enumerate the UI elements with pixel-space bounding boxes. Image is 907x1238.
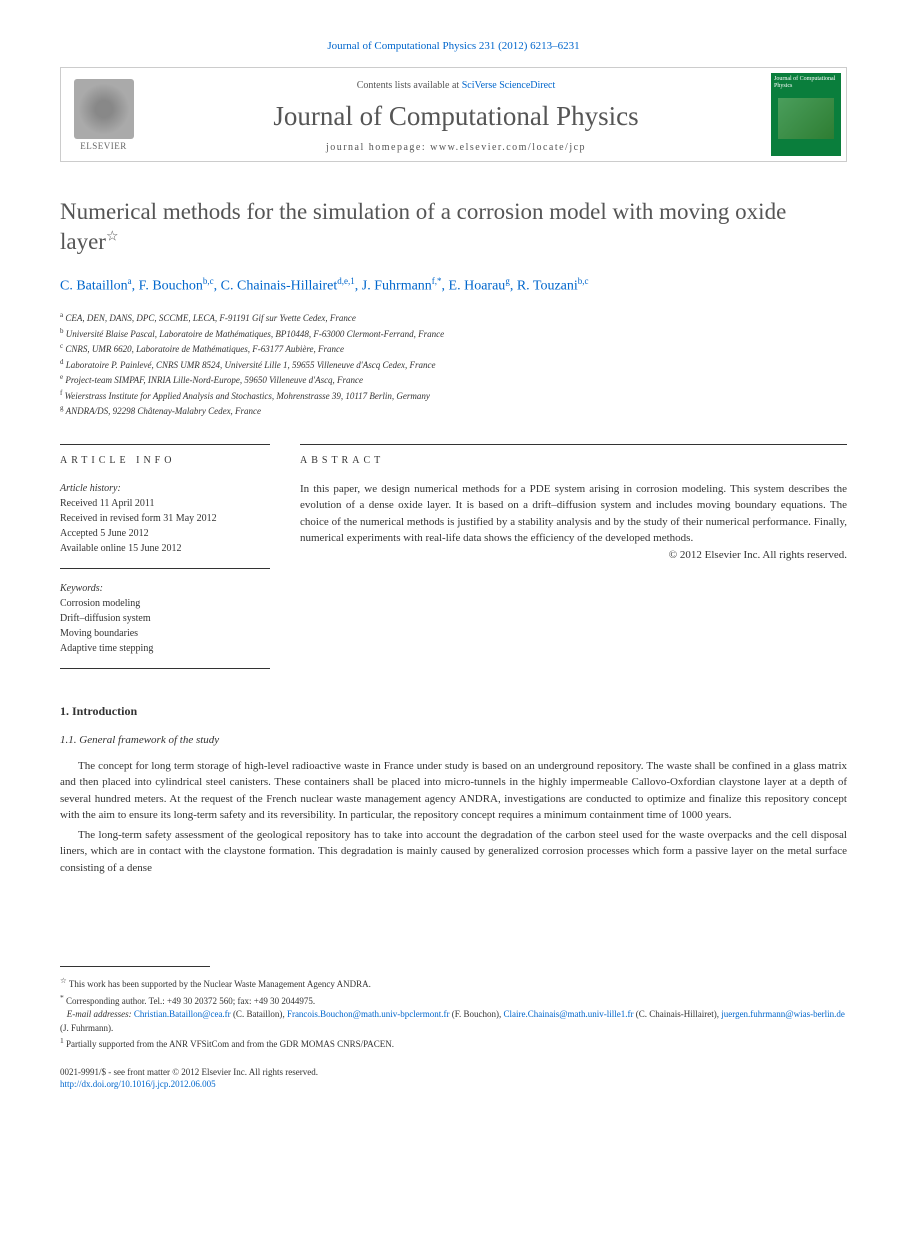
contents-prefix: Contents lists available at <box>357 80 462 91</box>
section-1-heading: 1. Introduction <box>60 704 847 719</box>
cover-title: Journal of Computational Physics <box>771 73 841 92</box>
article-info-label: ARTICLE INFO <box>60 444 270 466</box>
author-0-sup: a <box>128 276 132 286</box>
author-3[interactable]: J. Fuhrmann <box>362 278 432 293</box>
elsevier-tree-icon <box>74 79 134 139</box>
affiliation-a: a CEA, DEN, DANS, DPC, SCCME, LECA, F-91… <box>60 310 847 326</box>
author-5-sup: b,c <box>578 276 589 286</box>
affiliation-e: e Project-team SIMPAF, INRIA Lille-Nord-… <box>60 372 847 388</box>
affiliation-c: c CNRS, UMR 6620, Laboratoire de Mathéma… <box>60 341 847 357</box>
author-4-sup: g <box>505 276 510 286</box>
info-abstract-row: ARTICLE INFO Article history: Received 1… <box>60 444 847 669</box>
body-paragraph-2: The long-term safety assessment of the g… <box>60 827 847 877</box>
author-2-sup: d,e,1 <box>337 276 355 286</box>
sciverse-link[interactable]: SciVerse ScienceDirect <box>462 80 556 91</box>
author-0[interactable]: C. Bataillon <box>60 278 128 293</box>
bottom-meta: 0021-9991/$ - see front matter © 2012 El… <box>60 1066 847 1091</box>
elsevier-logo: ELSEVIER <box>61 68 146 161</box>
journal-cover-thumbnail: Journal of Computational Physics <box>771 73 841 156</box>
cover-image-icon <box>778 98 834 140</box>
email-link-2[interactable]: Claire.Chainais@math.univ-lille1.fr <box>503 1009 633 1019</box>
header-center: Contents lists available at SciVerse Sci… <box>146 68 766 161</box>
keyword-3: Adaptive time stepping <box>60 641 270 656</box>
author-1[interactable]: F. Bouchon <box>139 278 203 293</box>
footnote-emails: E-mail addresses: Christian.Bataillon@ce… <box>60 1008 847 1035</box>
email-link-0[interactable]: Christian.Bataillon@cea.fr <box>134 1009 231 1019</box>
abstract-text: In this paper, we design numerical metho… <box>300 481 847 547</box>
publisher-name: ELSEVIER <box>80 141 127 151</box>
author-3-sup: f,* <box>432 276 442 286</box>
keyword-2: Moving boundaries <box>60 626 270 641</box>
received-date: Received 11 April 2011 <box>60 496 270 511</box>
affiliation-f: f Weierstrass Institute for Applied Anal… <box>60 388 847 404</box>
affiliation-b: b Université Blaise Pascal, Laboratoire … <box>60 326 847 342</box>
footnotes-block: ☆ This work has been supported by the Nu… <box>60 975 847 1052</box>
article-info-column: ARTICLE INFO Article history: Received 1… <box>60 444 270 669</box>
doi-link[interactable]: http://dx.doi.org/10.1016/j.jcp.2012.06.… <box>60 1078 847 1091</box>
contents-available: Contents lists available at SciVerse Sci… <box>146 80 766 91</box>
author-1-sup: b,c <box>203 276 214 286</box>
author-2[interactable]: C. Chainais-Hillairet <box>221 278 338 293</box>
keyword-1: Drift–diffusion system <box>60 611 270 626</box>
email-link-3[interactable]: juergen.fuhrmann@wias-berlin.de <box>721 1009 845 1019</box>
subsection-1-1-heading: 1.1. General framework of the study <box>60 734 847 746</box>
keyword-0: Corrosion modeling <box>60 596 270 611</box>
online-date: Available online 15 June 2012 <box>60 541 270 556</box>
journal-title: Journal of Computational Physics <box>146 101 766 132</box>
issn-line: 0021-9991/$ - see front matter © 2012 El… <box>60 1066 847 1079</box>
abstract-copyright: © 2012 Elsevier Inc. All rights reserved… <box>300 549 847 561</box>
body-paragraph-1: The concept for long term storage of hig… <box>60 758 847 824</box>
author-5[interactable]: R. Touzani <box>517 278 578 293</box>
title-text: Numerical methods for the simulation of … <box>60 199 786 254</box>
article-title: Numerical methods for the simulation of … <box>60 197 847 257</box>
abstract-column: ABSTRACT In this paper, we design numeri… <box>300 444 847 669</box>
affiliation-g: g ANDRA/DS, 92298 Châtenay-Malabry Cedex… <box>60 403 847 419</box>
citation-header: Journal of Computational Physics 231 (20… <box>60 40 847 52</box>
keywords-block: Keywords: Corrosion modeling Drift–diffu… <box>60 581 270 669</box>
authors-line: C. Bataillona, F. Bouchonb,c, C. Chainai… <box>60 275 847 296</box>
keywords-label: Keywords: <box>60 581 270 596</box>
star-footnote-icon: ☆ <box>106 229 119 244</box>
footnote-star: ☆ This work has been supported by the Nu… <box>60 975 847 992</box>
history-block: Article history: Received 11 April 2011 … <box>60 481 270 569</box>
journal-header-box: ELSEVIER Contents lists available at Sci… <box>60 67 847 162</box>
footnote-corresponding: * Corresponding author. Tel.: +49 30 203… <box>60 992 847 1009</box>
history-label: Article history: <box>60 481 270 496</box>
revised-date: Received in revised form 31 May 2012 <box>60 511 270 526</box>
accepted-date: Accepted 5 June 2012 <box>60 526 270 541</box>
affiliation-d: d Laboratoire P. Painlevé, CNRS UMR 8524… <box>60 357 847 373</box>
footnote-1: 1 Partially supported from the ANR VFSit… <box>60 1035 847 1052</box>
email-link-1[interactable]: Francois.Bouchon@math.univ-bpclermont.fr <box>287 1009 450 1019</box>
journal-homepage: journal homepage: www.elsevier.com/locat… <box>146 142 766 153</box>
abstract-label: ABSTRACT <box>300 444 847 466</box>
footnote-rule <box>60 966 210 967</box>
affiliations-block: a CEA, DEN, DANS, DPC, SCCME, LECA, F-91… <box>60 310 847 419</box>
author-4[interactable]: E. Hoarau <box>449 278 506 293</box>
